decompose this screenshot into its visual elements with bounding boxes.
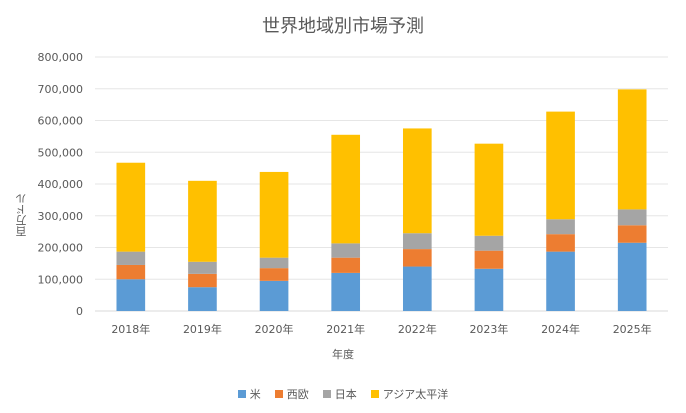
bar-segment (259, 268, 289, 281)
x-tick-label: 2025年 (613, 322, 652, 336)
bar-segment (331, 272, 361, 311)
legend-swatch (274, 390, 283, 398)
legend: 米 西欧 日本 アジア太平洋 (0, 386, 686, 402)
bar-segment (331, 243, 361, 258)
x-tick-label: 2024年 (541, 322, 580, 336)
x-tick-label: 2018年 (111, 322, 150, 336)
bar-segment (546, 251, 575, 311)
x-tick-label: 2019年 (183, 322, 222, 336)
y-tick-label: 600,000 (38, 115, 84, 128)
bar-segment (331, 257, 361, 273)
y-tick-label: 0 (76, 305, 83, 318)
y-tick-label: 300,000 (38, 210, 84, 223)
legend-swatch (237, 390, 246, 398)
bar-segment (116, 162, 146, 252)
bar-segment (116, 264, 146, 280)
bar-segment (474, 250, 504, 269)
legend-label: 日本 (334, 388, 357, 401)
bar-segment (546, 111, 575, 220)
x-tick-label: 2023年 (469, 322, 508, 336)
y-tick-label: 100,000 (38, 273, 84, 286)
y-tick-label: 800,000 (38, 51, 84, 64)
x-axis-title: 年度 (332, 348, 354, 361)
bar-segment (617, 242, 647, 311)
bar-segment (259, 171, 289, 258)
bar-segment (116, 279, 146, 311)
bar-segment (188, 287, 217, 311)
bar-segment (402, 266, 432, 311)
bar-segment (617, 89, 647, 210)
legend-label: アジア太平洋 (382, 388, 449, 401)
x-tick-label: 2020年 (255, 322, 294, 336)
y-tick-label: 200,000 (38, 242, 84, 255)
bar-segment (259, 257, 289, 269)
bar-segment (188, 273, 217, 288)
bar-segment (617, 225, 647, 243)
y-tick-label: 400,000 (38, 178, 84, 191)
bar-segment (402, 249, 432, 267)
bar-segment (188, 180, 217, 262)
legend-swatch (322, 390, 331, 398)
legend-swatch (370, 390, 379, 398)
bar-segment (259, 280, 289, 311)
bar-segment (116, 251, 146, 265)
bar-segment (474, 235, 504, 251)
bar-segment (474, 143, 504, 236)
chart-title: 世界地域別市場予測 (262, 16, 424, 37)
bar-segment (546, 219, 575, 235)
legend-item: 日本 (322, 386, 357, 402)
legend-item: 西欧 (274, 386, 309, 402)
legend-item: 米 (237, 386, 261, 402)
legend-label: 西欧 (286, 388, 309, 401)
legend-item: アジア太平洋 (370, 386, 449, 402)
bar-segment (546, 234, 575, 252)
x-tick-label: 2021年 (326, 322, 365, 336)
bar-segment (331, 134, 361, 244)
y-tick-label: 500,000 (38, 146, 84, 159)
bar-segment (474, 268, 504, 311)
bar-segment (617, 209, 647, 226)
bar-segment (402, 233, 432, 250)
legend-label: 米 (249, 388, 261, 401)
bar-segment (402, 128, 432, 234)
y-tick-label: 700,000 (38, 83, 84, 96)
bar-segment (188, 261, 217, 274)
x-tick-label: 2022年 (398, 322, 437, 336)
